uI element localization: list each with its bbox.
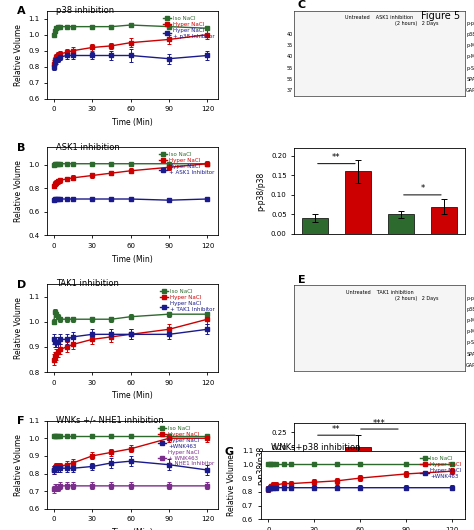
Text: **: **	[332, 425, 341, 434]
Text: WNKs +/- NHE1 inhibition: WNKs +/- NHE1 inhibition	[56, 416, 164, 425]
Y-axis label: Relative Volume: Relative Volume	[14, 161, 23, 222]
Bar	[345, 172, 371, 234]
Text: WNKs+p38 inhibition: WNKs+p38 inhibition	[271, 444, 360, 453]
Y-axis label: Relative Volume: Relative Volume	[14, 297, 23, 359]
Text: 40: 40	[286, 32, 292, 37]
Text: 35: 35	[286, 43, 292, 48]
Text: p-MK2: p-MK2	[466, 55, 474, 59]
Y-axis label: p-p38/p38: p-p38/p38	[256, 446, 265, 485]
Bar	[388, 215, 414, 234]
Bar	[388, 497, 414, 509]
Text: p-SPAK/p-OSR1: p-SPAK/p-OSR1	[466, 340, 474, 346]
Text: p38: p38	[466, 307, 474, 312]
Text: Figure 5: Figure 5	[420, 11, 460, 21]
Text: p38 inhibition: p38 inhibition	[56, 6, 114, 15]
Y-axis label: p-p38/p38: p-p38/p38	[256, 171, 265, 210]
X-axis label: Time (Min): Time (Min)	[112, 254, 153, 263]
Legend: Iso NaCl, Hyper NaCl, Hyper NaCl
+ p38 Inhibitor: Iso NaCl, Hyper NaCl, Hyper NaCl + p38 I…	[161, 13, 217, 41]
Text: p-p38: p-p38	[466, 21, 474, 26]
X-axis label: Time (Min): Time (Min)	[112, 118, 153, 127]
Text: E: E	[298, 275, 305, 285]
Text: p-MK2: p-MK2	[466, 329, 474, 334]
Text: C: C	[298, 1, 306, 10]
Text: GAPDH: GAPDH	[466, 363, 474, 368]
Text: **: **	[332, 153, 341, 162]
Bar	[431, 207, 457, 234]
Bar	[345, 447, 371, 509]
Y-axis label: Relative Volume: Relative Volume	[14, 434, 23, 496]
Text: 37: 37	[286, 88, 292, 93]
Text: Untreated    TAK1 inhibition: Untreated TAK1 inhibition	[346, 290, 413, 295]
Text: TAK1 inhibition: TAK1 inhibition	[56, 279, 119, 288]
Text: (2 hours)   2 Days: (2 hours) 2 Days	[395, 21, 438, 26]
Text: p-MKK3/6: p-MKK3/6	[466, 318, 474, 323]
Text: *: *	[420, 184, 425, 193]
Y-axis label: Relative Volume: Relative Volume	[227, 454, 236, 516]
Text: p-SPAK/p-OSR1: p-SPAK/p-OSR1	[466, 66, 474, 70]
Text: 55: 55	[286, 77, 292, 82]
Legend: Iso NaCl, Hyper NaCl, Hyper NaCl
+WNK463: Iso NaCl, Hyper NaCl, Hyper NaCl +WNK463	[418, 453, 464, 481]
Bar	[302, 218, 328, 234]
Text: (2 hours)   2 Days: (2 hours) 2 Days	[395, 296, 438, 301]
Text: 40: 40	[286, 55, 292, 59]
Legend: Iso NaCl, Hyper NaCl, Hyper NaCl
+WNK463, Hyper NaCl
+ WNK463
+ NHE1 Inhibitor: Iso NaCl, Hyper NaCl, Hyper NaCl +WNK463…	[156, 423, 217, 469]
Text: p-MKK3/6: p-MKK3/6	[466, 43, 474, 48]
Text: 55: 55	[286, 66, 292, 70]
Text: SPAK: SPAK	[466, 351, 474, 357]
Text: D: D	[17, 279, 26, 289]
Text: A: A	[17, 6, 26, 16]
Text: SPAK: SPAK	[466, 77, 474, 82]
Y-axis label: Relative Volume: Relative Volume	[14, 24, 23, 86]
Legend: Iso NaCl, Hyper NaCl, Hyper NaCl
+ TAK1 Inhibitor: Iso NaCl, Hyper NaCl, Hyper NaCl + TAK1 …	[157, 287, 217, 314]
Text: ASK1 inhibition: ASK1 inhibition	[56, 143, 119, 152]
Bar	[431, 497, 457, 509]
Text: ***: ***	[373, 419, 386, 428]
X-axis label: Time (Min): Time (Min)	[112, 528, 153, 530]
X-axis label: Time (Min): Time (Min)	[112, 391, 153, 400]
Text: p-p38: p-p38	[466, 296, 474, 301]
Text: B: B	[17, 143, 25, 153]
Legend: Iso NaCl, Hyper NaCl, Hyper NaCl
+ ASK1 Inhibitor: Iso NaCl, Hyper NaCl, Hyper NaCl + ASK1 …	[157, 150, 217, 178]
Text: Untreated    ASK1 inhibition: Untreated ASK1 inhibition	[346, 15, 413, 20]
Text: G: G	[224, 447, 233, 457]
Text: GAPDH: GAPDH	[466, 88, 474, 93]
Text: F: F	[17, 416, 24, 426]
Text: p38: p38	[466, 32, 474, 37]
Bar	[302, 490, 328, 509]
